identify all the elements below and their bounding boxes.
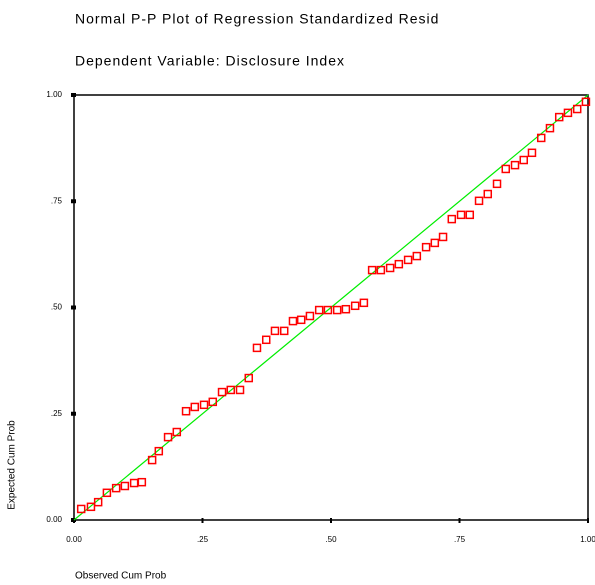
point [528,149,535,156]
point [298,316,305,323]
y-tick-label: .25 [51,409,63,418]
point [387,264,394,271]
chart-title: Normal P-P Plot of Regression Standardiz… [75,11,439,27]
point [316,307,323,314]
point [448,216,455,223]
y-tick-label: 0.00 [46,515,62,524]
x-tick-label: .75 [454,535,466,544]
y-axis-label: Expected Cum Prob [7,420,18,510]
chart-subtitle: Dependent Variable: Disclosure Index [75,53,345,69]
x-tick-label: .25 [197,535,209,544]
point [281,327,288,334]
x-tick-label: 0.00 [66,535,82,544]
point [405,256,412,263]
x-axis-label: Observed Cum Prob [75,571,167,582]
x-tick-label: 1.00 [580,535,595,544]
point [352,302,359,309]
point [253,344,260,351]
point [466,211,473,218]
point [484,191,491,198]
point [191,403,198,410]
x-tick-label: .50 [325,535,337,544]
y-tick-label: 1.00 [46,90,62,99]
point [209,398,216,405]
point [138,479,145,486]
point [306,313,313,320]
point [494,180,501,187]
point [342,306,349,313]
point [183,408,190,415]
point [271,327,278,334]
point [423,244,430,251]
point [512,162,519,169]
point [219,389,226,396]
point [131,480,138,487]
chart: Normal P-P Plot of Regression Standardiz… [0,0,595,585]
point [263,336,270,343]
point [520,157,527,164]
point [431,239,438,246]
point [369,267,376,274]
point [334,307,341,314]
point [395,261,402,268]
point [502,165,509,172]
point [440,233,447,240]
point [413,253,420,260]
point [289,318,296,325]
point [476,197,483,204]
point [201,401,208,408]
y-tick-label: .50 [51,303,63,312]
point [121,483,128,490]
point [237,386,244,393]
point [360,299,367,306]
y-tick-label: .75 [51,196,63,205]
point [458,211,465,218]
